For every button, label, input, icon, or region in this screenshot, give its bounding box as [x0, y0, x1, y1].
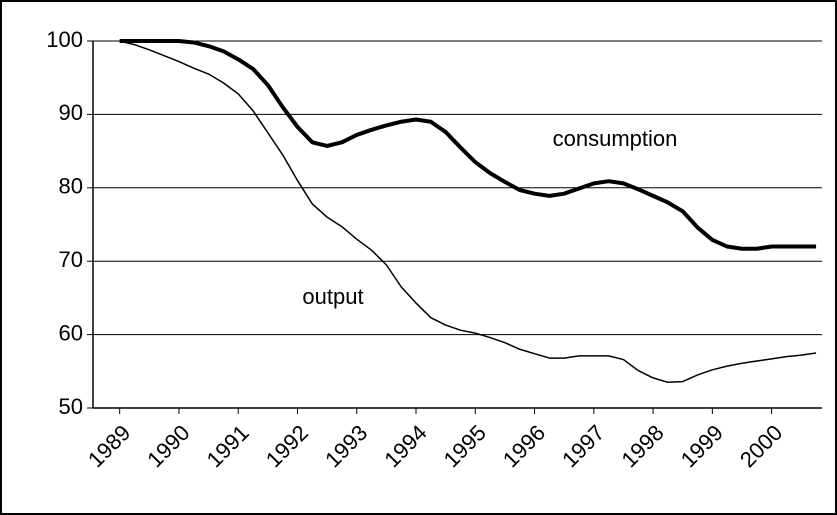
y-tick-label: 80	[59, 174, 83, 199]
y-tick-label: 60	[59, 320, 83, 345]
line-series	[119, 39, 817, 251]
series-label: output	[302, 284, 363, 309]
y-tick-label: 50	[59, 394, 83, 419]
y-tick-label: 70	[59, 247, 83, 272]
y-tick-label: 90	[59, 100, 83, 125]
y-tick-label: 100	[46, 27, 83, 52]
line-series	[119, 40, 817, 384]
series-label: consumption	[553, 126, 678, 151]
